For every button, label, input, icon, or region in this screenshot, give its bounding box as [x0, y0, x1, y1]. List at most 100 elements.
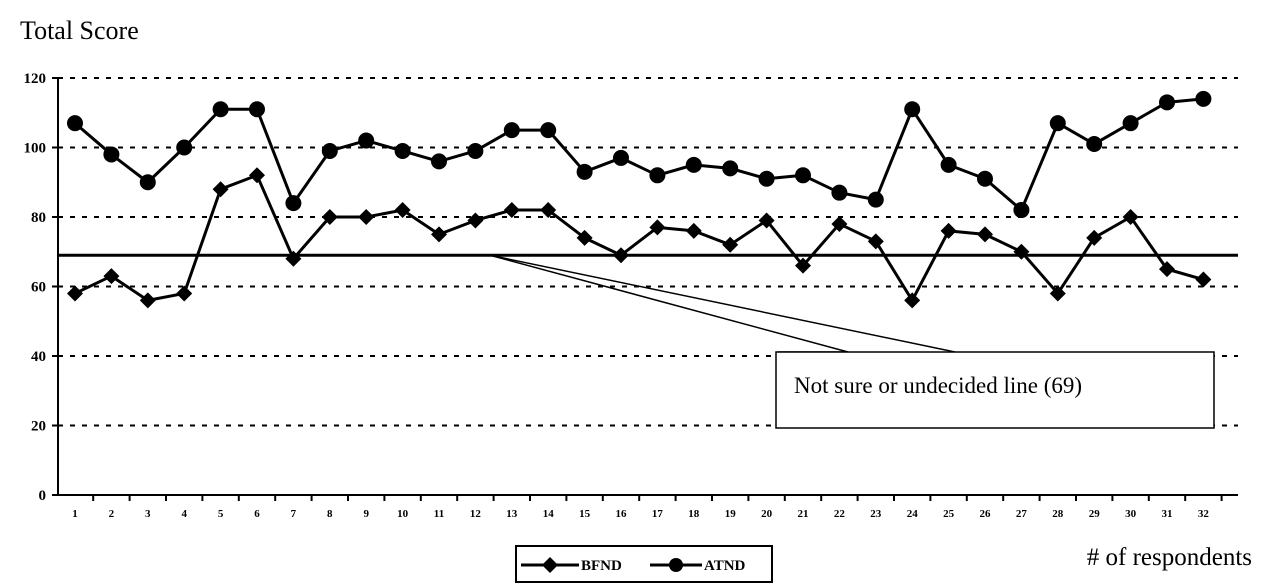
data-point-atnd	[176, 140, 192, 156]
x-tick-label: 24	[907, 508, 919, 520]
series-atnd	[67, 91, 1211, 218]
series-layer	[67, 91, 1211, 309]
data-point-bfnd	[431, 226, 447, 242]
y-tick-label: 120	[24, 71, 47, 87]
legend: BFND ATND	[516, 546, 772, 582]
x-tick-label: 29	[1089, 508, 1101, 520]
x-tick-label: 21	[798, 508, 809, 520]
data-point-atnd	[686, 157, 702, 173]
annotation-text: Not sure or undecided line (69)	[794, 373, 1082, 398]
y-axis-ticks: 020406080100120	[24, 71, 59, 504]
series-line-bfnd	[75, 175, 1203, 300]
data-point-bfnd	[686, 223, 702, 239]
data-point-atnd	[213, 101, 229, 117]
data-point-atnd	[795, 167, 811, 183]
x-tick-label: 20	[761, 508, 773, 520]
data-point-atnd	[577, 164, 593, 180]
data-point-bfnd	[395, 202, 411, 218]
data-point-atnd	[831, 185, 847, 201]
data-point-bfnd	[358, 209, 374, 225]
series-line-atnd	[75, 99, 1203, 210]
x-tick-label: 15	[579, 508, 591, 520]
data-point-bfnd	[213, 181, 229, 197]
x-tick-label: 14	[543, 508, 555, 520]
data-point-atnd	[649, 167, 665, 183]
x-tick-label: 27	[1016, 508, 1028, 520]
data-point-atnd	[103, 146, 119, 162]
annotation-pointer	[490, 255, 955, 352]
data-point-bfnd	[140, 292, 156, 308]
data-point-bfnd	[103, 268, 119, 284]
x-tick-label: 19	[725, 508, 737, 520]
data-point-bfnd	[67, 285, 83, 301]
x-tick-label: 31	[1162, 508, 1173, 520]
data-point-atnd	[467, 143, 483, 159]
x-tick-label: 6	[254, 508, 260, 520]
data-point-bfnd	[904, 292, 920, 308]
x-tick-label: 7	[291, 508, 297, 520]
data-point-atnd	[1050, 115, 1066, 131]
data-point-bfnd	[868, 233, 884, 249]
x-tick-label: 17	[652, 508, 664, 520]
y-tick-label: 80	[31, 210, 46, 226]
legend-atnd-label: ATND	[704, 558, 746, 574]
data-point-atnd	[722, 160, 738, 176]
x-tick-label: 16	[616, 508, 628, 520]
data-point-bfnd	[249, 167, 265, 183]
x-tick-label: 8	[327, 508, 333, 520]
data-point-atnd	[504, 122, 520, 138]
data-point-atnd	[540, 122, 556, 138]
x-tick-label: 4	[181, 508, 187, 520]
data-point-atnd	[868, 192, 884, 208]
data-point-atnd	[395, 143, 411, 159]
data-point-bfnd	[467, 212, 483, 228]
x-axis-ticks: 1 2 3 4 5 6 7 8 9 10 11 12 13 14 15 16 17 18 19 20 21 22 23 24 2…	[72, 495, 1221, 520]
data-point-atnd	[1195, 91, 1211, 107]
data-point-atnd	[249, 101, 265, 117]
data-point-bfnd	[176, 285, 192, 301]
data-point-atnd	[358, 133, 374, 149]
data-point-bfnd	[504, 202, 520, 218]
data-point-atnd	[140, 174, 156, 190]
annotation-pointer-left	[490, 255, 848, 352]
x-tick-label: 12	[470, 508, 482, 520]
x-axis-title: # of respondents	[1087, 544, 1252, 571]
x-tick-label: 13	[506, 508, 518, 520]
x-tick-label: 11	[434, 508, 444, 520]
data-point-atnd	[1159, 94, 1175, 110]
y-tick-label: 60	[31, 280, 46, 296]
x-tick-label: 25	[943, 508, 955, 520]
data-point-bfnd	[1195, 272, 1211, 288]
x-tick-label: 28	[1052, 508, 1064, 520]
data-point-atnd	[1013, 202, 1029, 218]
x-tick-label: 26	[980, 508, 992, 520]
data-point-atnd	[1086, 136, 1102, 152]
data-point-atnd	[941, 157, 957, 173]
data-point-atnd	[977, 171, 993, 187]
x-tick-label: 22	[834, 508, 846, 520]
legend-bfnd-label: BFND	[581, 558, 622, 574]
data-point-atnd	[613, 150, 629, 166]
data-point-atnd	[759, 171, 775, 187]
y-tick-label: 20	[31, 419, 46, 435]
x-tick-label: 1	[72, 508, 78, 520]
data-point-atnd	[1123, 115, 1139, 131]
data-point-atnd	[285, 195, 301, 211]
data-point-atnd	[904, 101, 920, 117]
x-tick-label: 5	[218, 508, 224, 520]
data-point-atnd	[431, 153, 447, 169]
x-tick-label: 2	[109, 508, 115, 520]
data-point-bfnd	[941, 223, 957, 239]
x-tick-label: 10	[397, 508, 409, 520]
y-axis-title: Total Score	[20, 16, 139, 45]
x-tick-label: 30	[1125, 508, 1137, 520]
x-tick-label: 32	[1198, 508, 1210, 520]
legend-atnd-marker	[669, 558, 683, 572]
x-tick-label: 23	[870, 508, 882, 520]
y-tick-label: 100	[24, 141, 47, 157]
data-point-bfnd	[722, 237, 738, 253]
x-tick-label: 3	[145, 508, 151, 520]
data-point-bfnd	[977, 226, 993, 242]
x-tick-label: 18	[688, 508, 700, 520]
